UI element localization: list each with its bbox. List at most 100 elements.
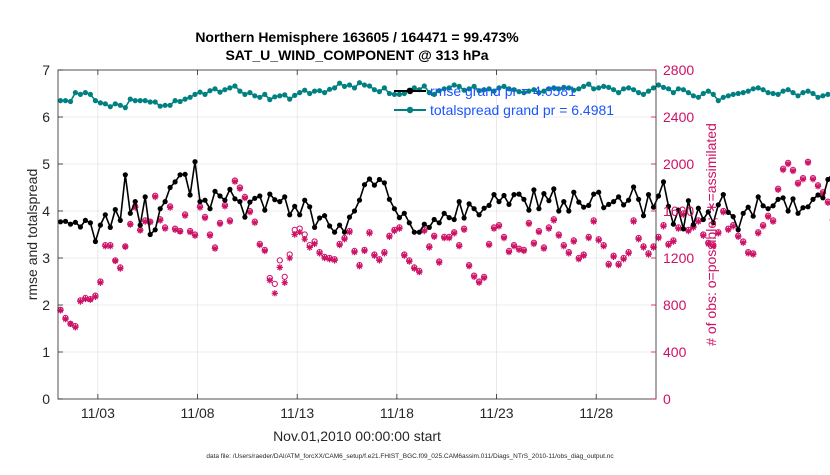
y-right-tick-label-2: 800 [663,297,687,313]
rmse-point-141 [761,203,766,208]
totalspread-point-25 [183,97,188,102]
obs-assimilated-point-134 [725,227,731,233]
rmse-point-110 [606,202,611,207]
totalspread-point-6 [88,92,93,97]
rmse-point-4 [78,224,83,229]
rmse-point-86 [487,203,492,208]
totalspread-point-58 [347,82,352,87]
obs-assimilated-point-53 [321,255,327,261]
rmse-point-26 [188,192,193,197]
totalspread-point-55 [332,85,337,90]
totalspread-point-138 [746,89,751,94]
rmse-point-106 [586,203,591,208]
totalspread-point-135 [731,92,736,97]
footer-data-file: data file: /Users/raeder/DAI/ATM_forcXX/… [206,453,614,460]
rmse-point-95 [531,187,536,192]
rmse-point-97 [541,191,546,196]
rmse-point-39 [252,196,257,201]
rmse-point-93 [521,197,526,202]
rmse-point-44 [277,199,282,204]
totalspread-point-132 [716,98,721,103]
y-right-tick-label-7: 2800 [663,62,694,78]
totalspread-point-130 [706,89,711,94]
totalspread-point-122 [666,86,671,91]
totalspread-point-40 [257,95,262,100]
rmse-point-128 [696,206,701,211]
obs-assimilated-point-78 [446,235,452,241]
rmse-point-57 [342,230,347,235]
obs-assimilated-point-138 [745,250,751,256]
rmse-point-40 [257,193,262,198]
rmse-point-62 [367,176,372,181]
obs-assimilated-point-46 [287,255,293,261]
y-left-tick-label-0: 0 [42,391,50,407]
rmse-point-29 [202,198,207,203]
rmse-point-147 [790,196,795,201]
rmse-point-70 [407,220,412,225]
totalspread-point-37 [242,92,247,97]
obs-assimilated-point-75 [431,234,437,240]
totalspread-point-136 [736,91,741,96]
totalspread-point-20 [158,104,163,109]
obs-assimilated-point-116 [635,236,641,242]
obs-assimilated-point-126 [685,228,691,234]
totalspread-point-151 [810,91,815,96]
rmse-point-48 [297,212,302,217]
obs-assimilated-point-99 [551,217,557,223]
legend-rmse-label: rmse grand pr = 4.0581 [430,83,576,99]
totalspread-point-3 [73,90,78,95]
obs-assimilated-point-11 [112,258,118,264]
obs-assimilated-point-93 [521,248,527,254]
obs-assimilated-point-65 [381,250,387,256]
totalspread-point-54 [327,87,332,92]
totalspread-point-33 [222,87,227,92]
obs-assimilated-point-31 [212,245,218,251]
legend-totalspread-label: totalspread grand pr = 6.4981 [430,102,614,118]
rmse-point-0 [58,219,63,224]
rmse-point-7 [93,239,98,244]
rmse-point-107 [591,192,596,197]
rmse-point-112 [616,194,621,199]
obs-assimilated-point-137 [740,240,746,246]
rmse-point-1 [63,219,68,224]
totalspread-point-134 [726,93,731,98]
totalspread-point-28 [197,90,202,95]
obs-assimilated-point-66 [386,234,392,240]
totalspread-point-123 [671,90,676,95]
obs-assimilated-point-108 [596,237,602,243]
totalspread-point-104 [576,86,581,91]
rmse-point-114 [626,198,631,203]
totalspread-point-141 [761,87,766,92]
obs-assimilated-point-146 [785,161,791,167]
totalspread-point-51 [312,89,317,94]
rmse-point-87 [491,192,496,197]
rmse-point-72 [417,230,422,235]
totalspread-point-32 [217,90,222,95]
rmse-point-30 [207,206,212,211]
obs-assimilated-point-90 [506,249,512,255]
obs-assimilated-point-48 [297,229,303,235]
y-left-tick-label-4: 4 [42,203,50,219]
obs-assimilated-point-57 [341,236,347,242]
obs-assimilated-point-84 [476,280,482,286]
rmse-point-134 [726,210,731,215]
y-right-tick-label-1: 400 [663,344,687,360]
rmse-point-24 [178,172,183,177]
rmse-point-34 [227,187,232,192]
rmse-point-6 [88,220,93,225]
obs-assimilated-point-51 [311,241,317,247]
rmse-point-80 [457,199,462,204]
totalspread-point-128 [696,95,701,100]
rmse-point-140 [756,194,761,199]
rmse-point-33 [222,198,227,203]
totalspread-point-125 [681,87,686,92]
rmse-point-25 [183,172,188,177]
obs-assimilated-point-6 [87,297,93,303]
totalspread-point-24 [178,99,183,104]
totalspread-point-112 [616,90,621,95]
y-right-tick-label-0: 0 [663,391,671,407]
totalspread-point-114 [626,85,631,90]
chart-title-line2: SAT_U_WIND_COMPONENT @ 313 hPa [225,47,488,63]
rmse-point-90 [506,202,511,207]
